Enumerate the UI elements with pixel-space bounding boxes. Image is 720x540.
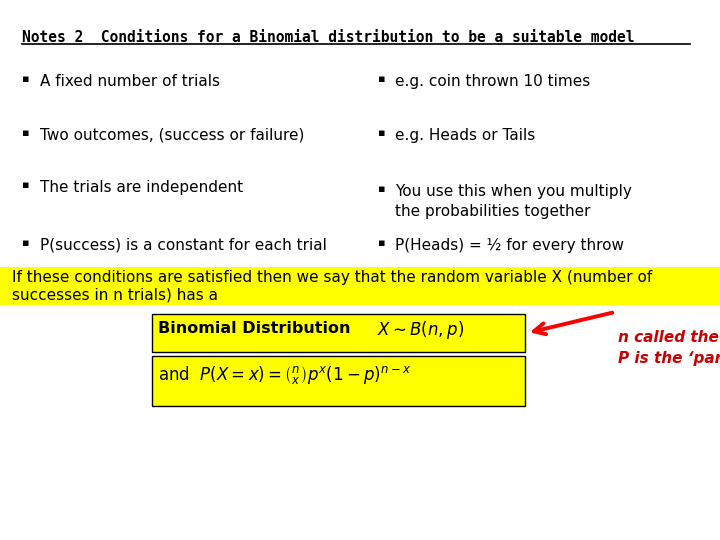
Text: e.g. Heads or Tails: e.g. Heads or Tails: [395, 128, 535, 143]
Bar: [152, 314, 525, 352]
Text: ▪: ▪: [22, 180, 30, 190]
Text: ▪: ▪: [378, 74, 385, 84]
Text: A fixed number of trials: A fixed number of trials: [40, 74, 220, 89]
Text: P(success) is a constant for each trial: P(success) is a constant for each trial: [40, 238, 327, 253]
Text: ▪: ▪: [22, 128, 30, 138]
Bar: [0, 267, 720, 305]
Text: Notes 2  Conditions for a Binomial distribution to be a suitable model: Notes 2 Conditions for a Binomial distri…: [22, 30, 634, 45]
Text: ▪: ▪: [22, 74, 30, 84]
Text: and  $P(X = x) = \binom{n}{x}p^x(1-p)^{n-x}$: and $P(X = x) = \binom{n}{x}p^x(1-p)^{n-…: [158, 364, 411, 387]
Text: Binomial Distribution: Binomial Distribution: [158, 321, 351, 336]
Text: n called the ‘index’
P is the ‘parameter’: n called the ‘index’ P is the ‘parameter…: [618, 330, 720, 366]
Text: You use this when you multiply
the probabilities together: You use this when you multiply the proba…: [395, 184, 632, 219]
Text: successes in n trials) has a: successes in n trials) has a: [12, 287, 218, 302]
Text: The trials are independent: The trials are independent: [40, 180, 243, 195]
Text: e.g. coin thrown 10 times: e.g. coin thrown 10 times: [395, 74, 590, 89]
Text: ▪: ▪: [378, 128, 385, 138]
Text: If these conditions are satisfied then we say that the random variable X (number: If these conditions are satisfied then w…: [12, 270, 652, 285]
Text: Two outcomes, (success or failure): Two outcomes, (success or failure): [40, 128, 305, 143]
Text: ▪: ▪: [378, 184, 385, 194]
Text: ▪: ▪: [378, 238, 385, 248]
Text: P(Heads) = ½ for every throw: P(Heads) = ½ for every throw: [395, 238, 624, 253]
Text: ▪: ▪: [22, 238, 30, 248]
Bar: [152, 356, 525, 406]
Text: $X \sim B(n,p)$: $X \sim B(n,p)$: [377, 319, 464, 341]
